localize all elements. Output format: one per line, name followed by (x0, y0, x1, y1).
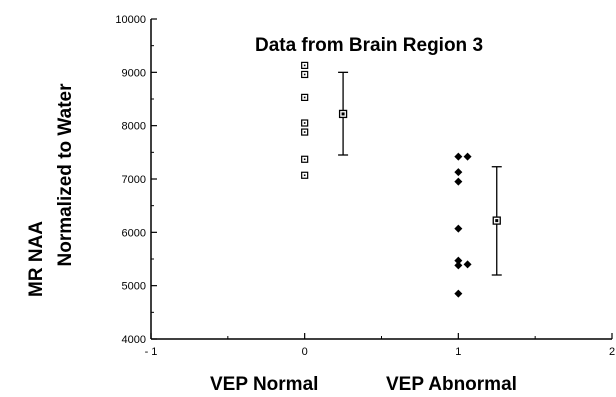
y-tick-label: 8000 (122, 121, 146, 133)
x-tick-label: - 1 (145, 346, 158, 358)
y-tick-label: 5000 (122, 281, 146, 293)
y-axis-title-line1: MR NAA (26, 221, 47, 297)
data-point-square-dot (303, 131, 306, 133)
x-tick-label: 0 (302, 346, 308, 358)
y-tick-label: 4000 (122, 334, 146, 346)
data-point-diamond (454, 261, 463, 270)
y-tick-label: 9000 (122, 67, 146, 79)
data-point-diamond (454, 224, 463, 233)
data-point-diamond (454, 177, 463, 186)
data-point-diamond (454, 289, 463, 298)
x-axis-title-right: VEP Abnormal (386, 374, 517, 395)
y-tick-label: 7000 (122, 174, 146, 186)
data-point-square-dot (303, 64, 306, 67)
plot-area: 4000 5000 6000 7000 8000 9000 10000 - 1 0 1 2 (115, 14, 615, 358)
data-point-square-dot (303, 174, 306, 177)
data-point-diamond (463, 260, 472, 269)
data-point-square-dot (303, 122, 306, 124)
data-point-diamond (454, 152, 463, 161)
chart-title: Data from Brain Region 3 (255, 35, 483, 56)
mean-marker-center (341, 112, 345, 116)
data-point-diamond (454, 168, 463, 177)
data-point-square-dot (303, 73, 306, 76)
x-tick-label: 1 (455, 346, 461, 358)
x-tick-label: 2 (609, 346, 615, 358)
y-tick-label: 6000 (122, 227, 146, 239)
data-point-square-dot (303, 158, 306, 161)
data-point-diamond (463, 152, 472, 161)
data-point-diamond (454, 256, 463, 265)
mean-marker-center (495, 219, 499, 223)
y-tick-label: 10000 (115, 14, 146, 26)
x-axis-title-left: VEP Normal (210, 374, 318, 395)
y-axis-title-line2: Normalized to Water (55, 83, 76, 267)
data-point-square-dot (303, 96, 306, 99)
